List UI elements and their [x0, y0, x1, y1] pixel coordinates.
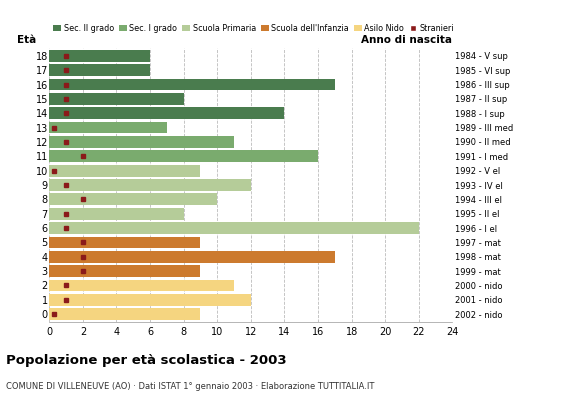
Text: COMUNE DI VILLENEUVE (AO) · Dati ISTAT 1° gennaio 2003 · Elaborazione TUTTITALIA: COMUNE DI VILLENEUVE (AO) · Dati ISTAT 1… — [6, 382, 374, 391]
Bar — [49, 308, 201, 320]
Bar — [49, 122, 167, 134]
Bar — [49, 265, 201, 277]
Bar — [49, 136, 234, 148]
Bar — [49, 251, 335, 263]
Bar — [49, 294, 251, 306]
Bar — [49, 50, 150, 62]
Bar — [49, 64, 150, 76]
Text: Popolazione per età scolastica - 2003: Popolazione per età scolastica - 2003 — [6, 354, 287, 367]
Bar — [49, 150, 318, 162]
Bar — [49, 93, 184, 105]
Bar — [49, 194, 218, 205]
Text: Età: Età — [17, 35, 37, 45]
Bar — [49, 222, 419, 234]
Text: Anno di nascita: Anno di nascita — [361, 35, 452, 45]
Bar — [49, 236, 201, 248]
Bar — [49, 107, 284, 119]
Legend: Sec. II grado, Sec. I grado, Scuola Primaria, Scuola dell'Infanzia, Asilo Nido, : Sec. II grado, Sec. I grado, Scuola Prim… — [53, 24, 454, 33]
Bar — [49, 280, 234, 291]
Bar — [49, 165, 201, 176]
Bar — [49, 79, 335, 90]
Bar — [49, 208, 184, 220]
Bar — [49, 179, 251, 191]
